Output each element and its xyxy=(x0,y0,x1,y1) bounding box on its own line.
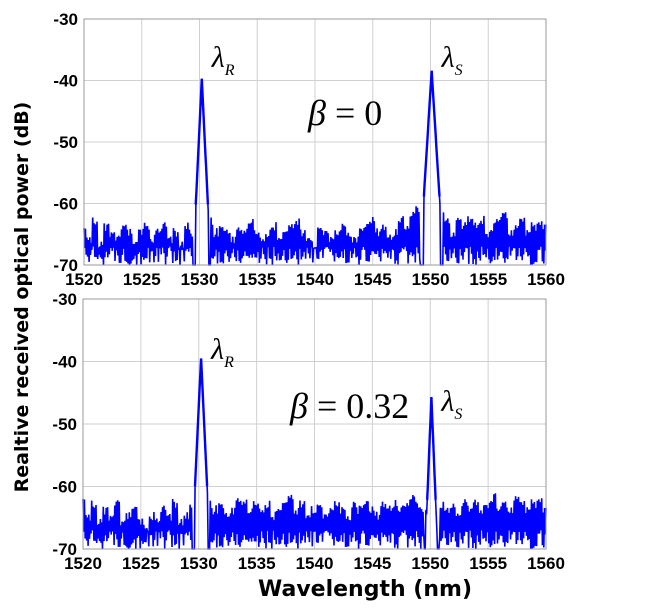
x-tick-label: 1555 xyxy=(469,270,507,289)
x-tick-label: 1520 xyxy=(64,554,102,573)
spectrum-peak xyxy=(194,78,210,205)
spectrum-trace xyxy=(83,75,547,266)
x-axis-label: Wavelength (nm) xyxy=(258,577,472,602)
beta-value: = 0.32 xyxy=(308,386,409,426)
y-tick-label: -40 xyxy=(52,353,77,372)
beta-symbol: β xyxy=(307,93,326,133)
spectrum-peak xyxy=(422,70,441,197)
y-axis-label: Realtive received optical power (dB) xyxy=(11,102,33,493)
panel-beta-0.32: 1520 1525 1530 1535 1540 1545 1550 1555 1560 -30 -… xyxy=(52,290,564,573)
y-tick-label: -70 xyxy=(53,256,78,275)
spectrum-peak xyxy=(426,397,437,501)
panel-beta-0: 1520 1525 1530 1535 1540 1545 1550 1555 1560 -30 -… xyxy=(53,10,564,289)
x-tick-label: 1530 xyxy=(181,270,219,289)
y-tick-label: -30 xyxy=(52,290,77,309)
x-tick-label: 1535 xyxy=(238,554,276,573)
y-tick-label: -30 xyxy=(53,10,78,29)
x-tick-label: 1530 xyxy=(180,554,218,573)
beta-annotation: β = 0.32 xyxy=(289,386,409,426)
x-tick-label: 1555 xyxy=(469,554,507,573)
lambda-subscript: R xyxy=(223,354,234,371)
x-tick-label: 1550 xyxy=(412,270,450,289)
x-tick-label: 1545 xyxy=(354,270,392,289)
beta-symbol: β xyxy=(289,386,308,426)
y-tick-label: -70 xyxy=(52,540,77,559)
spectrum-peak xyxy=(193,358,209,487)
plot-frame xyxy=(82,298,547,550)
x-tick-label: 1535 xyxy=(238,270,276,289)
y-tick-label: -50 xyxy=(53,133,78,152)
x-tick-label: 1540 xyxy=(296,554,334,573)
x-tick-label: 1520 xyxy=(65,270,103,289)
x-tick-label: 1560 xyxy=(527,270,565,289)
y-tick-label: -50 xyxy=(52,415,77,434)
x-tick-label: 1560 xyxy=(527,554,565,573)
x-tick-label: 1525 xyxy=(123,270,161,289)
x-tick-label: 1545 xyxy=(353,554,391,573)
x-tick-label: 1550 xyxy=(411,554,449,573)
y-tick-label: -60 xyxy=(52,478,77,497)
y-tick-label: -60 xyxy=(53,195,78,214)
x-tick-label: 1525 xyxy=(122,554,160,573)
plot-frame xyxy=(83,18,547,266)
x-tick-label: 1540 xyxy=(296,270,334,289)
lambda-subscript: S xyxy=(455,62,463,79)
beta-value: = 0 xyxy=(326,93,382,133)
beta-annotation: β = 0 xyxy=(307,93,382,133)
y-tick-label: -40 xyxy=(53,72,78,91)
lambda-subscript: R xyxy=(224,62,235,79)
spectrum-trace xyxy=(82,361,547,550)
lambda-subscript: S xyxy=(454,406,462,423)
